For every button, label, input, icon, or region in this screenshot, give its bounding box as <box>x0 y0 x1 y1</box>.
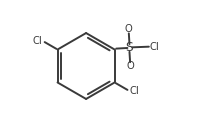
Text: Cl: Cl <box>33 36 42 46</box>
Text: S: S <box>126 41 133 55</box>
Text: Cl: Cl <box>130 86 140 96</box>
Text: Cl: Cl <box>149 42 159 52</box>
Text: O: O <box>126 61 134 71</box>
Text: O: O <box>125 24 133 34</box>
